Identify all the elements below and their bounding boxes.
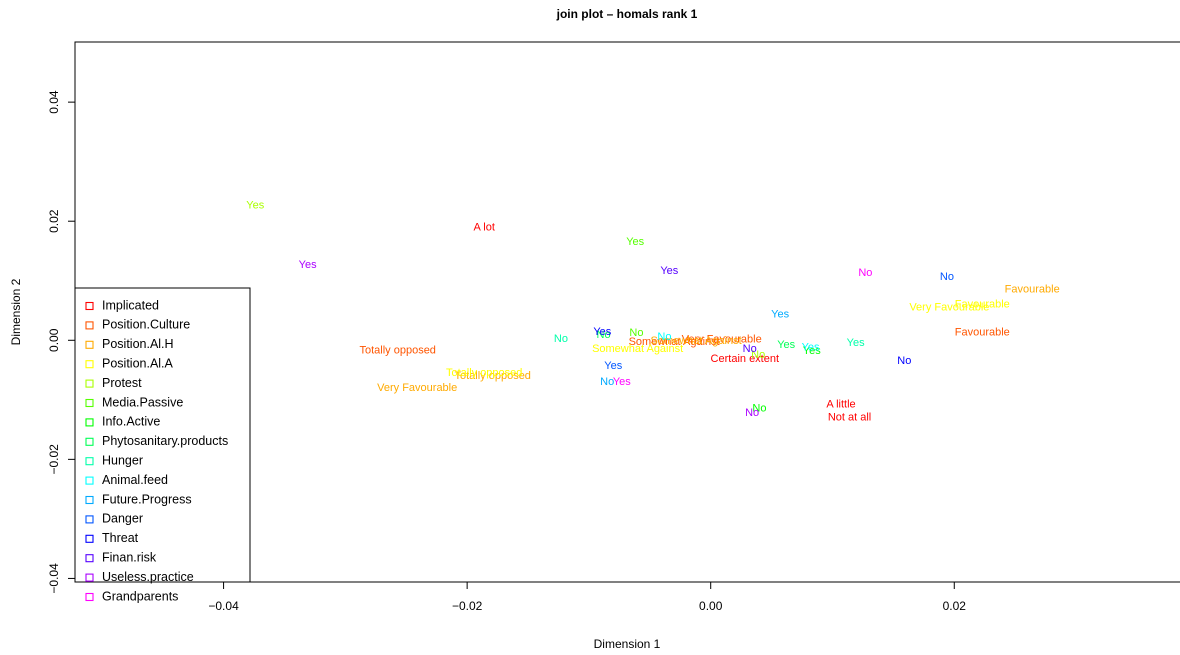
y-tick-label: 0.02 (47, 209, 61, 233)
y-tick-label: −0.02 (47, 444, 61, 475)
point-label: Totally opposed (359, 344, 435, 356)
point-label: Favourable (955, 298, 1010, 310)
legend-entry: Phytosanitary.products (102, 434, 228, 448)
point-label: No (858, 267, 872, 279)
x-tick-label: −0.04 (208, 599, 239, 613)
point-label: No (657, 331, 671, 343)
y-axis-label: Dimension 2 (9, 278, 23, 345)
legend-entry: Info.Active (102, 415, 160, 429)
point-label: A little (826, 398, 855, 410)
y-tick-label: 0.00 (47, 328, 61, 352)
legend-entry: Animal.feed (102, 473, 168, 487)
legend-entry: Position.Culture (102, 318, 190, 332)
x-tick-label: 0.02 (943, 599, 967, 613)
point-label: Yes (660, 265, 678, 277)
point-label: No (897, 355, 911, 367)
legend-entry: Protest (102, 376, 142, 390)
legend: Implicated Position.Culture Position.Al.H P… (75, 288, 250, 603)
legend-entry: Grandparents (102, 589, 178, 603)
point-label: Yes (847, 337, 865, 349)
point-label: No (629, 327, 643, 339)
x-axis: −0.04 −0.02 0.00 0.02 (208, 582, 966, 613)
point-label: Yes (613, 376, 631, 388)
point-label: No (745, 407, 759, 419)
legend-entry: Threat (102, 531, 139, 545)
legend-entry: Implicated (102, 298, 159, 312)
legend-entry: Position.Al.A (102, 356, 174, 370)
point-label: Yes (771, 309, 789, 321)
y-tick-label: 0.04 (47, 90, 61, 114)
point-label: Yes (802, 341, 820, 353)
point-label: No (554, 333, 568, 345)
legend-entry: Media.Passive (102, 395, 183, 409)
legend-entry: Danger (102, 512, 143, 526)
y-tick-label: −0.04 (47, 563, 61, 594)
legend-entry: Hunger (102, 453, 143, 467)
point-label: Yes (593, 326, 611, 338)
legend-marker (86, 594, 93, 601)
legend-entry: Finan.risk (102, 550, 157, 564)
point-label: Yes (604, 360, 622, 372)
point-label: Yes (626, 236, 644, 248)
legend-entry: Useless.practice (102, 570, 194, 584)
chart-title: join plot – homals rank 1 (556, 7, 698, 21)
point-label: Somewhat Against (592, 343, 683, 355)
x-tick-label: −0.02 (452, 599, 483, 613)
x-tick-label: 0.00 (699, 599, 723, 613)
point-label: No (743, 343, 757, 355)
legend-entry: Position.Al.H (102, 337, 174, 351)
point-label: A lot (473, 222, 494, 234)
legend-entry: Future.Progress (102, 492, 192, 506)
point-label: Totally opposed (446, 367, 522, 379)
point-label: Yes (299, 259, 317, 271)
point-label: Yes (246, 200, 264, 212)
x-axis-label: Dimension 1 (594, 637, 661, 651)
point-label: Favourable (1005, 284, 1060, 296)
point-label: Very Favourable (377, 382, 457, 394)
point-label: No (940, 271, 954, 283)
point-label: Favourable (955, 326, 1010, 338)
y-axis: −0.04 −0.02 0.00 0.02 0.04 (47, 90, 75, 593)
point-label: Not at all (828, 412, 871, 424)
point-label: Yes (777, 339, 795, 351)
